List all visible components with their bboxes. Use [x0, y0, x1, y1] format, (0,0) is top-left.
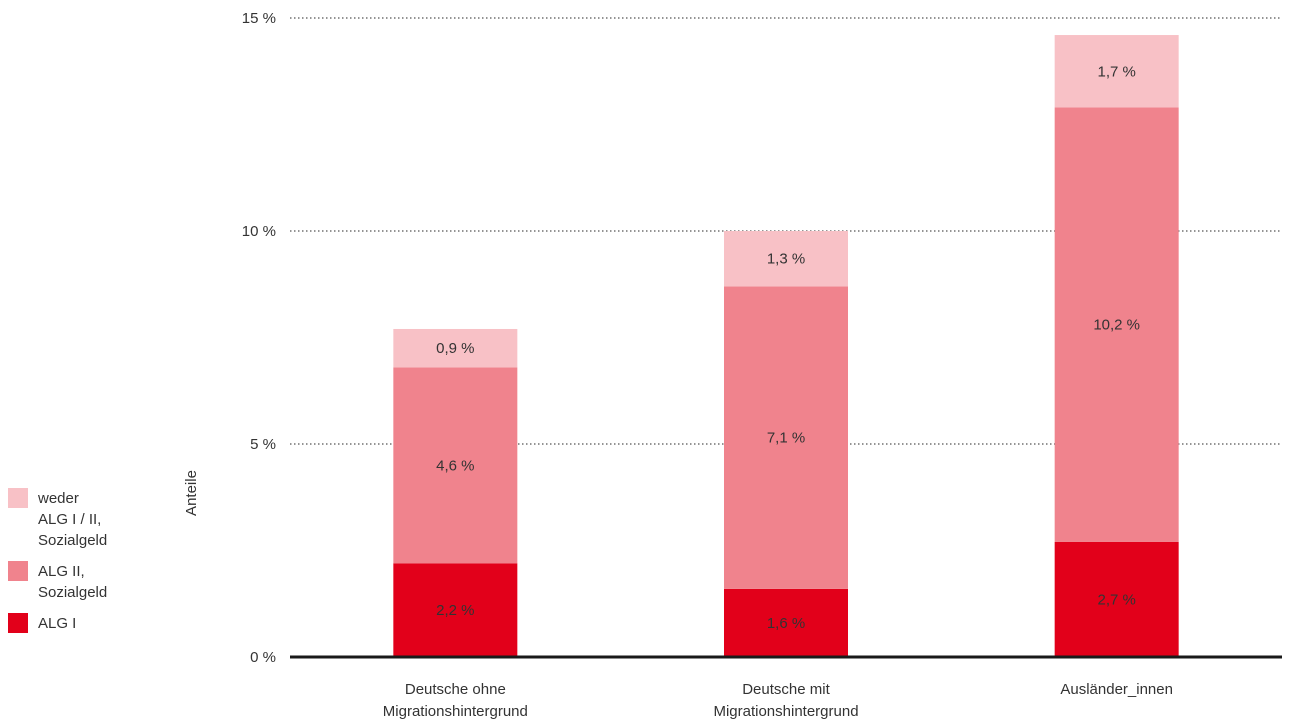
legend-swatch-alg-ii [8, 561, 28, 581]
bar-segment [1054, 107, 1179, 542]
data-label: 1,6 % [767, 615, 805, 632]
legend-swatch-alg-i [8, 613, 28, 633]
legend-label: ALG I / II, [38, 511, 102, 528]
legend-item-alg-ii: ALG II, Sozialgeld [8, 561, 148, 603]
y-tick-label: 10 % [242, 223, 276, 240]
bar-segment [724, 231, 848, 287]
x-tick-label: Deutsche mit [742, 681, 830, 698]
bar-segment [724, 286, 848, 589]
y-axis-title: Anteile [183, 470, 200, 516]
y-tick-label: 0 % [250, 649, 276, 666]
legend-label: ALG I [38, 615, 77, 632]
data-label: 10,2 % [1093, 317, 1140, 334]
legend-item-weder: weder ALG I / II, Sozialgeld [8, 488, 148, 551]
legend: weder ALG I / II, Sozialgeld ALG II, Soz… [8, 488, 148, 644]
data-label: 2,7 % [1097, 591, 1135, 608]
x-tick-label: Deutsche ohne [405, 681, 506, 698]
bar-segment [393, 563, 518, 657]
bar-segment [1054, 541, 1179, 657]
x-tick-label: Migrationshintergrund [713, 703, 858, 720]
legend-label: ALG II, [38, 563, 85, 580]
legend-label: Sozialgeld [38, 532, 108, 549]
data-label: 1,3 % [767, 251, 805, 268]
data-label: 2,2 % [436, 602, 474, 619]
category-labels: Deutsche ohne Migrationshintergrund Deutsc… [383, 681, 1173, 720]
bars: 2,2 % 4,6 % 0,9 % 1,6 % 7,1 % 1,3 % 2,7 % 10,2 … [393, 35, 1179, 657]
legend-swatch-weder [8, 488, 28, 508]
bar-segment [393, 328, 518, 368]
x-tick-label: Migrationshintergrund [383, 703, 528, 720]
x-tick-label: Ausländer_innen [1060, 681, 1173, 698]
bar-segment [1054, 35, 1179, 108]
legend-item-alg-i: ALG I [8, 613, 148, 634]
data-label: 0,9 % [436, 340, 474, 357]
y-tick-labels: 0 % 5 % 10 % 15 % [242, 10, 276, 666]
data-label: 1,7 % [1097, 63, 1135, 80]
legend-label: Sozialgeld [38, 584, 108, 601]
y-tick-label: 5 % [250, 436, 276, 453]
y-tick-label: 15 % [242, 10, 276, 27]
bar-segment [724, 588, 848, 657]
legend-label: weder [38, 490, 79, 507]
bar-segment [393, 367, 518, 564]
data-label: 7,1 % [767, 430, 805, 447]
data-label: 4,6 % [436, 457, 474, 474]
